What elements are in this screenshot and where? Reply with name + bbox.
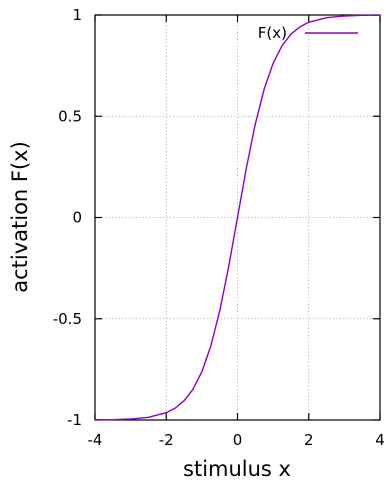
y-tick-label: 0: [72, 209, 82, 227]
y-tick-label: -0.5: [53, 310, 82, 328]
x-tick-label: -4: [88, 431, 103, 449]
y-tick-label: -1: [67, 411, 82, 429]
x-tick-label: 2: [304, 431, 314, 449]
series-line-F: [94, 14, 381, 421]
legend-label: F(x): [258, 24, 287, 42]
x-tick-label: 0: [233, 431, 243, 449]
x-axis-title: stimulus x: [183, 457, 291, 481]
series-layer: [94, 14, 381, 421]
legend: F(x): [258, 24, 358, 42]
x-tick-label: -2: [159, 431, 174, 449]
y-axis-title: activation F(x): [8, 141, 32, 293]
x-tick-label: 4: [375, 431, 385, 449]
y-tick-label: 0.5: [58, 107, 82, 125]
y-tick-label: 1: [72, 6, 82, 24]
grid: [95, 15, 380, 420]
axis-ticks: -4 -2 0 2 4 -1 -0.5 0 0.5 1: [53, 6, 385, 449]
